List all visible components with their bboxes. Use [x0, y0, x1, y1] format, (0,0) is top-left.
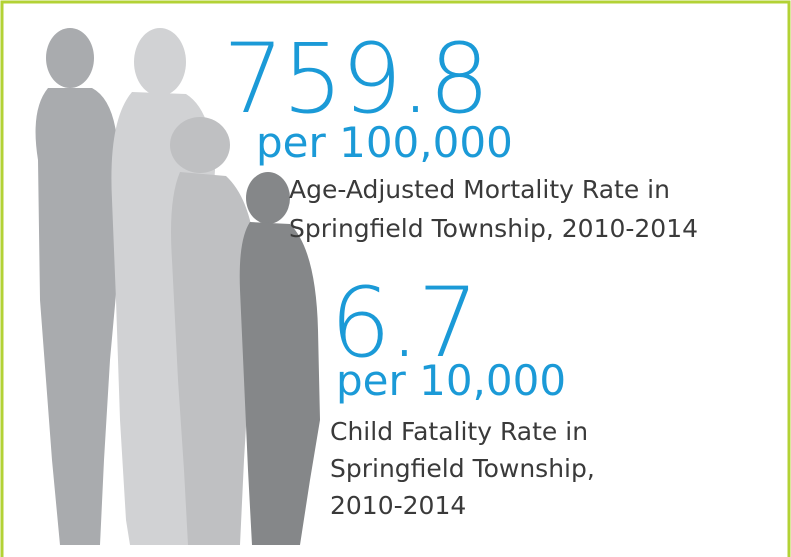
stat-label: Springfield Township, 2010-2014 — [289, 214, 698, 243]
stat-label: 2010-2014 — [330, 491, 466, 520]
stat-unit: per 10,000 — [336, 356, 566, 405]
stat-label: Age-Adjusted Mortality Rate in — [289, 175, 670, 204]
silhouette-girl — [170, 117, 256, 545]
stat-label: Springfield Township, — [330, 454, 595, 483]
stat-value: 6.7 — [330, 267, 477, 379]
silhouette-boy — [239, 172, 320, 545]
silhouettes — [35, 28, 320, 545]
stat-value: 759.8 — [223, 23, 488, 135]
stat-label: Child Fatality Rate in — [330, 417, 588, 446]
stat-unit: per 100,000 — [256, 118, 513, 167]
silhouette-man — [35, 28, 120, 545]
